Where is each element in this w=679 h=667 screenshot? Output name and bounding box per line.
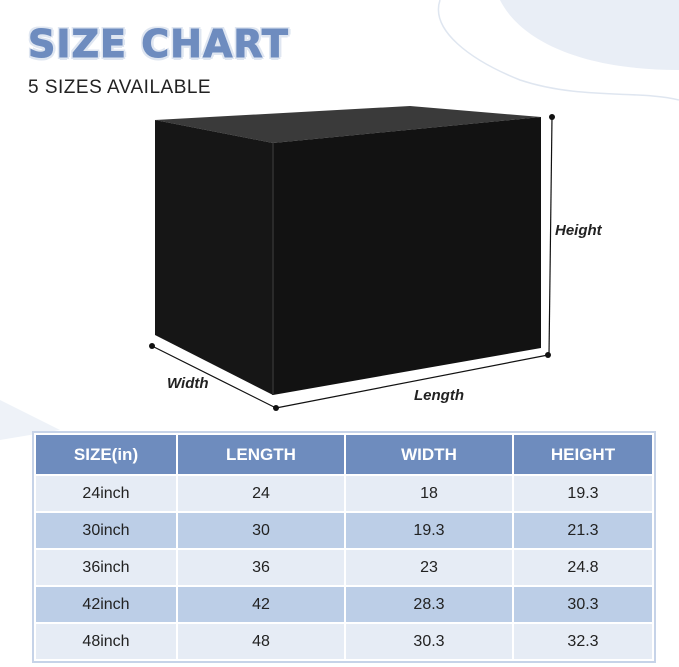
cell-length: 48 — [178, 624, 344, 659]
cell-length: 30 — [178, 513, 344, 548]
table-row: 36inch 36 23 24.8 — [36, 550, 652, 585]
width-dimension-line — [151, 345, 277, 409]
cell-size: 30inch — [36, 513, 176, 548]
cell-width: 30.3 — [346, 624, 512, 659]
table-row: 24inch 24 18 19.3 — [36, 476, 652, 511]
cell-length: 24 — [178, 476, 344, 511]
length-dimension-line — [275, 354, 549, 409]
table-header-row: SIZE(in) LENGTH WIDTH HEIGHT — [36, 435, 652, 474]
height-label: Height — [555, 222, 602, 239]
cell-size: 48inch — [36, 624, 176, 659]
cell-width: 18 — [346, 476, 512, 511]
column-header-height: HEIGHT — [514, 435, 652, 474]
page-title: SIZE CHART — [28, 22, 289, 67]
column-header-length: LENGTH — [178, 435, 344, 474]
decorative-blob — [500, 0, 679, 70]
cell-length: 42 — [178, 587, 344, 622]
cover-left-face — [155, 120, 273, 395]
cell-height: 24.8 — [514, 550, 652, 585]
cell-width: 19.3 — [346, 513, 512, 548]
table-row: 30inch 30 19.3 21.3 — [36, 513, 652, 548]
decorative-curve — [437, 0, 679, 101]
cell-length: 36 — [178, 550, 344, 585]
cell-height: 21.3 — [514, 513, 652, 548]
product-diagram — [149, 106, 555, 411]
decorative-blob-left — [0, 400, 60, 440]
column-header-width: WIDTH — [346, 435, 512, 474]
cell-width: 28.3 — [346, 587, 512, 622]
column-header-size: SIZE(in) — [36, 435, 176, 474]
cover-top-face — [155, 106, 541, 143]
cell-size: 24inch — [36, 476, 176, 511]
width-label: Width — [167, 375, 209, 392]
cell-size: 42inch — [36, 587, 176, 622]
table-row: 42inch 42 28.3 30.3 — [36, 587, 652, 622]
page-subtitle: 5 SIZES AVAILABLE — [28, 77, 212, 98]
cell-height: 19.3 — [514, 476, 652, 511]
cell-size: 36inch — [36, 550, 176, 585]
cell-height: 30.3 — [514, 587, 652, 622]
cover-front-face — [273, 117, 541, 395]
cell-width: 23 — [346, 550, 512, 585]
length-label: Length — [414, 387, 464, 404]
table-row: 48inch 48 30.3 32.3 — [36, 624, 652, 659]
size-table: SIZE(in) LENGTH WIDTH HEIGHT 24inch 24 1… — [32, 431, 656, 663]
height-dimension-line — [548, 116, 553, 356]
cell-height: 32.3 — [514, 624, 652, 659]
